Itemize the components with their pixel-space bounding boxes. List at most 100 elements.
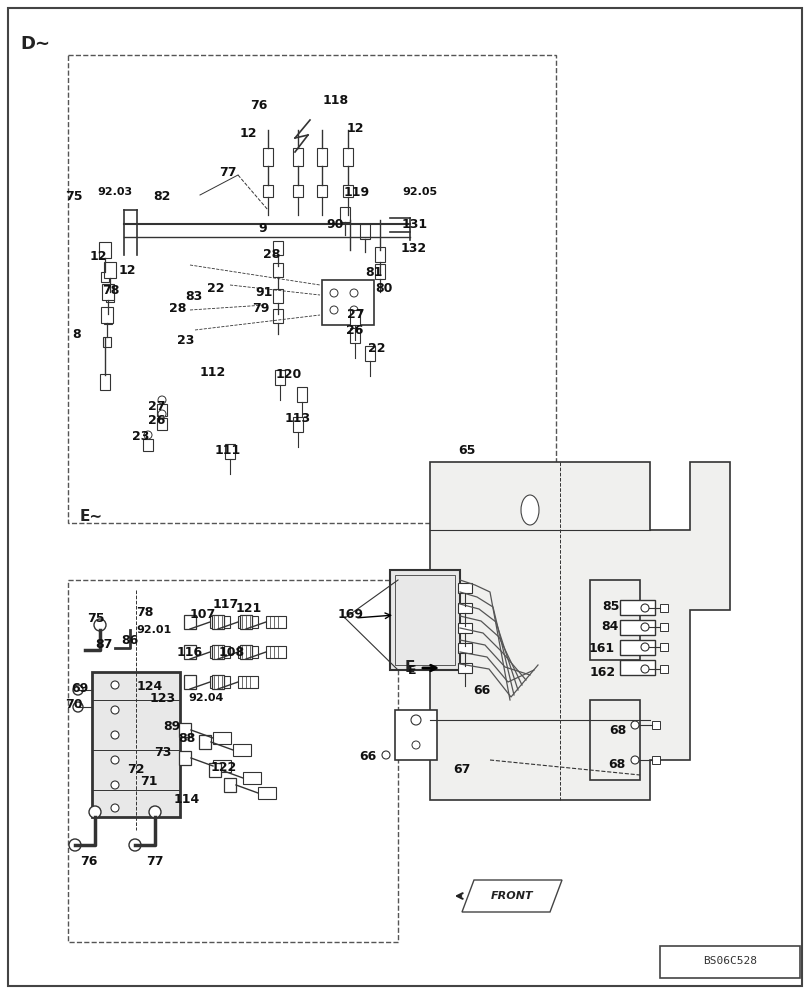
Text: 107: 107: [190, 607, 216, 620]
Text: 122: 122: [211, 761, 237, 774]
Text: 12: 12: [239, 127, 256, 140]
Bar: [101, 272, 109, 282]
Text: 117: 117: [212, 597, 238, 610]
Circle shape: [411, 741, 419, 749]
Text: 118: 118: [323, 94, 349, 107]
Text: 23: 23: [132, 430, 149, 442]
Bar: [210, 616, 230, 628]
Text: 85: 85: [602, 600, 619, 613]
Bar: [104, 262, 116, 278]
Text: 84: 84: [601, 619, 618, 633]
Text: 75: 75: [65, 190, 83, 202]
Circle shape: [640, 643, 648, 651]
Bar: [457, 623, 471, 633]
Bar: [272, 263, 283, 277]
Circle shape: [94, 619, 106, 631]
Bar: [210, 646, 230, 658]
Text: 80: 80: [375, 282, 393, 296]
Bar: [184, 615, 195, 629]
Bar: [240, 615, 251, 629]
Text: 124: 124: [137, 680, 163, 692]
Bar: [297, 387, 307, 402]
Bar: [651, 756, 659, 764]
Text: FRONT: FRONT: [490, 891, 533, 901]
Bar: [266, 616, 285, 628]
Text: 65: 65: [457, 444, 475, 456]
Circle shape: [640, 604, 648, 612]
Bar: [350, 328, 359, 343]
Circle shape: [111, 731, 119, 739]
Text: 66: 66: [473, 684, 490, 696]
Text: 81: 81: [365, 265, 382, 278]
Bar: [340, 207, 350, 222]
Text: 69: 69: [71, 682, 88, 694]
Circle shape: [630, 721, 638, 729]
Bar: [293, 148, 303, 166]
Text: 12: 12: [118, 264, 135, 277]
Bar: [394, 710, 436, 760]
Bar: [365, 346, 375, 361]
Bar: [359, 224, 370, 239]
Text: 23: 23: [177, 334, 195, 347]
Bar: [212, 645, 224, 659]
Bar: [242, 772, 260, 784]
Text: 12: 12: [345, 122, 363, 135]
Bar: [316, 185, 327, 197]
Bar: [457, 643, 471, 653]
Text: 108: 108: [219, 647, 245, 660]
Bar: [212, 615, 224, 629]
Text: 79: 79: [252, 302, 269, 314]
Text: 86: 86: [121, 634, 139, 647]
Text: E: E: [407, 664, 416, 676]
Bar: [68, 55, 556, 523]
Text: 89: 89: [163, 720, 180, 732]
Text: 77: 77: [219, 166, 237, 179]
Circle shape: [144, 431, 152, 439]
Bar: [106, 292, 114, 302]
Circle shape: [69, 839, 81, 851]
Text: 8: 8: [73, 328, 81, 340]
Text: 9: 9: [259, 222, 267, 234]
Bar: [457, 663, 471, 673]
Bar: [457, 583, 471, 593]
Text: 83: 83: [185, 290, 203, 302]
Bar: [157, 418, 167, 430]
Bar: [238, 646, 258, 658]
Circle shape: [381, 751, 389, 759]
Bar: [157, 404, 167, 416]
Bar: [620, 640, 654, 655]
Text: 72: 72: [127, 763, 144, 776]
Bar: [272, 289, 283, 303]
Circle shape: [111, 706, 119, 714]
Bar: [224, 778, 236, 792]
Circle shape: [73, 685, 83, 695]
Bar: [212, 732, 230, 744]
Text: 22: 22: [207, 282, 225, 294]
Bar: [620, 660, 654, 675]
Circle shape: [111, 756, 119, 764]
Circle shape: [630, 756, 638, 764]
Text: 28: 28: [263, 248, 281, 261]
Text: 78: 78: [136, 605, 153, 618]
Bar: [100, 374, 109, 390]
Text: 119: 119: [344, 186, 370, 198]
Text: 76: 76: [250, 99, 268, 112]
Text: 78: 78: [102, 284, 119, 296]
Text: 26: 26: [345, 324, 363, 336]
Bar: [258, 787, 276, 799]
Bar: [659, 604, 667, 612]
Bar: [590, 580, 639, 660]
Bar: [143, 439, 152, 451]
Text: 111: 111: [215, 444, 241, 458]
Bar: [102, 284, 114, 300]
Bar: [240, 645, 251, 659]
Circle shape: [410, 715, 420, 725]
Bar: [620, 620, 654, 635]
Text: 120: 120: [276, 368, 302, 381]
Text: 113: 113: [285, 412, 311, 424]
Text: 27: 27: [347, 308, 364, 322]
Bar: [103, 337, 111, 347]
Text: 161: 161: [588, 642, 614, 654]
Text: 67: 67: [453, 763, 470, 776]
Circle shape: [73, 702, 83, 712]
